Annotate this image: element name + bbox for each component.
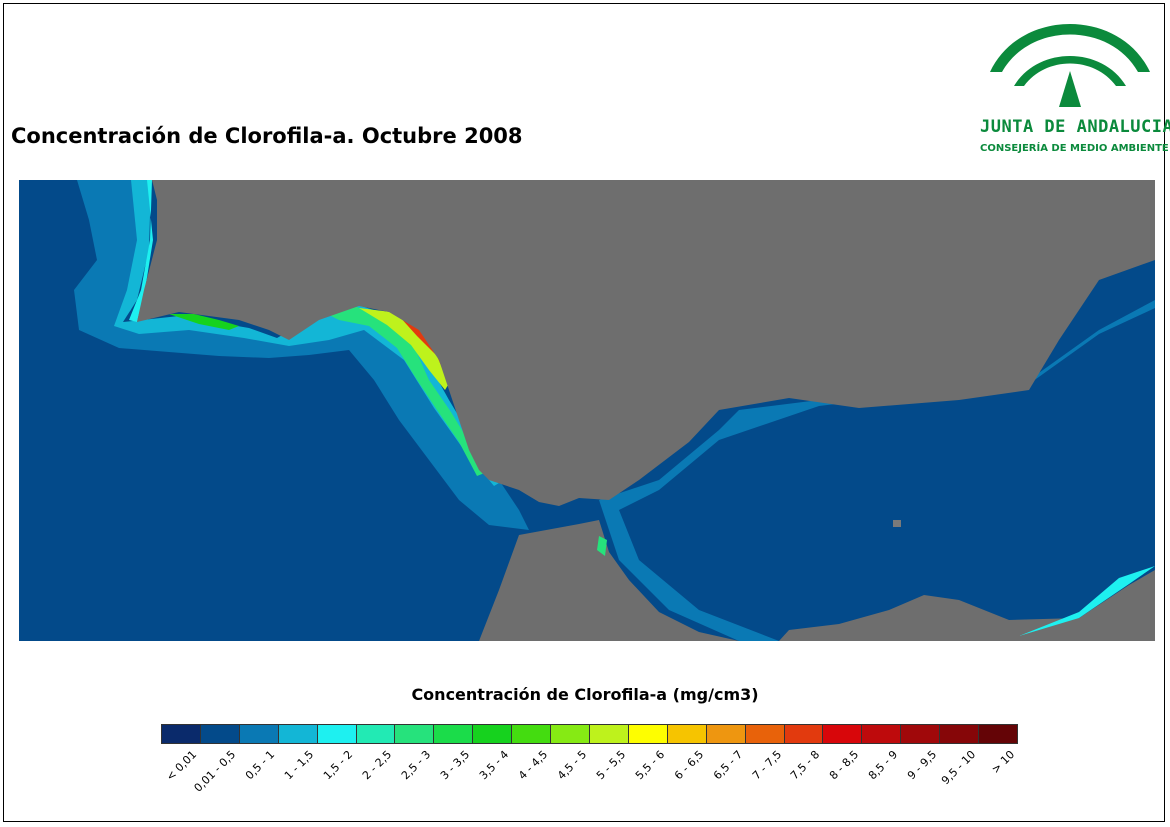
coastal-highlight-strait bbox=[597, 536, 607, 556]
legend-swatch bbox=[356, 725, 396, 743]
legend-swatch bbox=[979, 725, 1017, 743]
coastal-highlight-east bbox=[1019, 566, 1155, 636]
coastal-highlight-small bbox=[169, 314, 239, 330]
chlorophyll-map bbox=[19, 180, 1155, 641]
no-data-patch bbox=[893, 520, 901, 527]
legend-swatch bbox=[784, 725, 824, 743]
map-title: Concentración de Clorofila-a. Octubre 20… bbox=[11, 124, 523, 148]
legend-swatch bbox=[823, 725, 863, 743]
legend-swatch bbox=[239, 725, 279, 743]
junta-de-andalucia-logo: JUNTA DE ANDALUCIA CONSEJERÍA DE MEDIO A… bbox=[980, 14, 1170, 164]
legend-swatch bbox=[745, 725, 785, 743]
legend-color-bar bbox=[161, 724, 1018, 744]
land-iberia bbox=[137, 180, 1155, 506]
legend-swatch bbox=[667, 725, 707, 743]
logo-department: CONSEJERÍA DE MEDIO AMBIENTE bbox=[980, 143, 1169, 154]
legend-swatch bbox=[940, 725, 980, 743]
legend-swatch bbox=[862, 725, 902, 743]
legend-swatch bbox=[901, 725, 941, 743]
logo-emblem-icon bbox=[990, 24, 1150, 107]
mediterranean-open-sea bbox=[619, 308, 1155, 641]
legend-swatch bbox=[512, 725, 552, 743]
coastal-highlight-north bbox=[129, 180, 153, 322]
legend-swatch bbox=[162, 725, 201, 743]
legend-swatch bbox=[395, 725, 435, 743]
legend-swatch bbox=[589, 725, 629, 743]
legend-swatch bbox=[200, 725, 240, 743]
coastal-band-inner bbox=[114, 180, 504, 486]
logo-wordmark: JUNTA DE ANDALUCIA bbox=[980, 117, 1170, 137]
legend-swatch bbox=[473, 725, 513, 743]
land-africa-west bbox=[479, 520, 739, 641]
coastal-band-outer bbox=[74, 180, 529, 530]
legend-swatch bbox=[278, 725, 318, 743]
legend-swatch bbox=[434, 725, 474, 743]
legend-swatch bbox=[551, 725, 590, 743]
legend-swatch bbox=[628, 725, 668, 743]
legend-swatch bbox=[317, 725, 357, 743]
legend-swatch bbox=[706, 725, 746, 743]
coastal-highlight-green bbox=[319, 304, 487, 476]
legend-title: Concentración de Clorofila-a (mg/cm3) bbox=[411, 685, 759, 704]
